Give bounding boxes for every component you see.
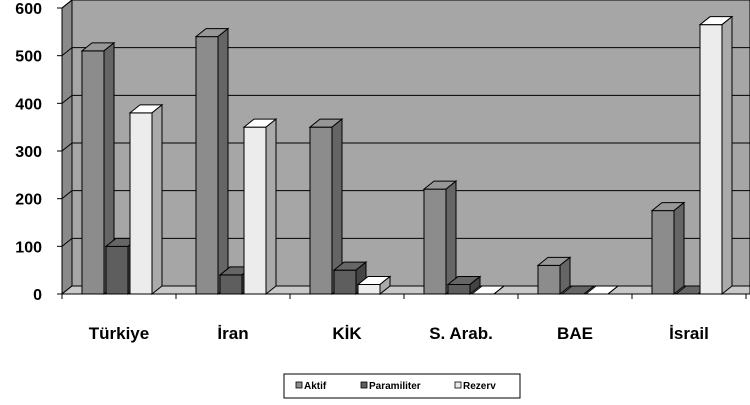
bar-front [699, 24, 723, 295]
bar [422, 180, 458, 296]
bar-front [357, 283, 381, 295]
legend-label: Paramiliter [369, 381, 421, 392]
x-category-label: İran [217, 324, 248, 343]
gridline-side [61, 142, 73, 152]
bar [536, 256, 572, 296]
bar-side [493, 285, 505, 295]
bar-side [559, 256, 571, 296]
y-tick-label: 600 [15, 1, 42, 18]
bar-front [333, 269, 357, 295]
gridline-side [61, 237, 73, 247]
legend-label: Aktif [304, 381, 327, 392]
bar [242, 118, 278, 296]
bar-front [81, 50, 105, 295]
bar-front [243, 126, 267, 295]
bar [80, 41, 116, 296]
bar [308, 118, 344, 296]
plot-floor-surface [60, 285, 750, 295]
bar-side [265, 118, 277, 296]
bar-side [607, 285, 619, 295]
x-category-labels: Türkiye İran KİK S. Arab. BAE İsrail [89, 324, 709, 343]
gridline-side [61, 190, 73, 200]
bar-front [537, 264, 561, 295]
bar-side [151, 103, 163, 296]
bar-front [651, 210, 675, 295]
bar-front [309, 126, 333, 295]
y-tick-label: 0 [33, 287, 42, 304]
y-tick-label: 100 [15, 239, 42, 256]
bar [650, 201, 686, 296]
x-category-label: BAE [557, 324, 593, 343]
legend: Aktif Paramiliter Rezerv [283, 373, 521, 399]
axes [57, 7, 750, 299]
legend-label: Rezerv [463, 381, 496, 392]
bar-side [469, 275, 481, 296]
bars [80, 15, 734, 296]
gridline-side [61, 94, 73, 104]
legend-swatch [454, 381, 462, 389]
plot-floor [60, 285, 750, 295]
legend-swatch [295, 381, 303, 389]
y-tick-label: 300 [15, 144, 42, 161]
plot-area [61, 0, 750, 296]
y-tick-label: 400 [15, 96, 42, 113]
bar-side [217, 27, 229, 296]
bar-side [379, 275, 391, 296]
y-tick-label: 500 [15, 49, 42, 66]
legend-swatch [360, 381, 368, 389]
x-category-label: İsrail [669, 324, 709, 343]
bar [698, 15, 734, 296]
gridline-side [61, 47, 73, 57]
bar-side [673, 201, 685, 296]
bar [128, 103, 164, 296]
x-category-label: KİK [332, 324, 362, 343]
bar-front [447, 283, 471, 295]
x-category-label: Türkiye [89, 324, 149, 343]
gridline-side [61, 0, 73, 9]
bar [446, 275, 482, 296]
bar [194, 27, 230, 296]
bar-side [721, 15, 733, 296]
y-tick-labels: 0 100 200 300 400 500 600 [15, 1, 42, 304]
bar-front [423, 188, 447, 295]
bar-front [195, 36, 219, 295]
legend-box [283, 373, 521, 399]
x-category-label: S. Arab. [429, 324, 493, 343]
bar-side [583, 285, 595, 295]
bar-front [129, 112, 153, 295]
bar-front [105, 245, 129, 295]
y-tick-label: 200 [15, 192, 42, 209]
bar-front [219, 274, 243, 295]
bar [332, 261, 368, 296]
bar-side [445, 180, 457, 296]
